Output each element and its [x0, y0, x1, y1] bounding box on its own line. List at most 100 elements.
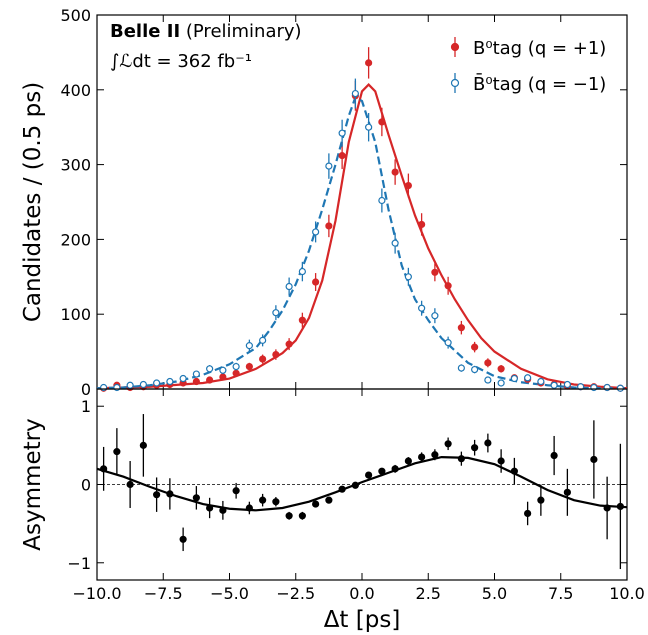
- data-point: [510, 374, 518, 383]
- data-point: [431, 268, 439, 276]
- data-point: [338, 485, 346, 493]
- fit-curve: [96, 82, 628, 390]
- data-point: [563, 488, 571, 496]
- data-point: [338, 152, 346, 160]
- data-point: [245, 504, 253, 512]
- data-point: [404, 181, 412, 190]
- data-point: [192, 494, 200, 502]
- data-point: [219, 373, 227, 381]
- data-point: [126, 381, 134, 389]
- x-tick-label: 10.0: [609, 584, 645, 603]
- data-point: [351, 481, 359, 489]
- data-point: [232, 487, 240, 495]
- data-point: [166, 490, 174, 498]
- data-point: [325, 496, 333, 504]
- data-point: [259, 355, 267, 363]
- data-point: [245, 362, 253, 371]
- data-point: [550, 381, 558, 389]
- luminosity: ∫ℒdt = 362 fb⁻¹: [110, 51, 252, 72]
- data-point: [444, 282, 452, 290]
- data-point: [272, 498, 280, 506]
- data-point: [404, 457, 412, 465]
- data-point: [418, 220, 426, 229]
- data-point: [312, 278, 320, 286]
- data-point: [259, 336, 267, 344]
- data-point: [471, 343, 479, 351]
- fit-curve: [96, 95, 627, 390]
- data-point: [563, 380, 571, 389]
- data-point: [312, 228, 320, 236]
- data-point: [616, 384, 624, 392]
- x-tick-label: 5.0: [482, 584, 507, 603]
- data-point: [312, 500, 320, 508]
- data-point: [192, 377, 200, 386]
- x-tick-label: −10.0: [72, 584, 121, 603]
- data-point: [113, 383, 121, 392]
- data-point: [179, 535, 187, 543]
- data-point: [298, 316, 306, 324]
- data-point: [391, 465, 399, 473]
- x-tick-label: 7.5: [548, 584, 573, 603]
- data-point: [325, 222, 333, 230]
- data-point: [484, 439, 492, 447]
- data-point: [603, 504, 611, 512]
- data-point: [537, 377, 545, 386]
- x-axis-title: Δt [ps]: [324, 607, 401, 633]
- data-point: [126, 480, 134, 489]
- data-point: [298, 267, 306, 276]
- y-axis-title: Asymmetry: [20, 418, 46, 550]
- data-point: [391, 168, 399, 176]
- data-point: [577, 383, 585, 391]
- x-tick-label: 2.5: [416, 584, 441, 603]
- data-point: [603, 383, 611, 392]
- data-point: [192, 370, 200, 378]
- data-point: [378, 196, 386, 205]
- data-point: [153, 379, 161, 387]
- data-point: [153, 491, 161, 499]
- data-point: [259, 496, 267, 504]
- data-point: [457, 324, 465, 332]
- data-point: [166, 377, 174, 386]
- data-point: [444, 440, 452, 448]
- data-point: [139, 380, 147, 389]
- data-point: [497, 379, 505, 387]
- y-tick-label: 500: [60, 6, 91, 25]
- data-point: [139, 441, 147, 449]
- legend-label: B̄⁰tag (q = −1): [473, 73, 606, 95]
- data-point: [245, 342, 253, 350]
- legend-marker: [450, 78, 460, 88]
- data-point: [179, 374, 187, 383]
- data-point: [100, 465, 108, 473]
- data-point: [272, 309, 280, 317]
- data-point: [100, 383, 108, 392]
- data-point: [338, 129, 346, 137]
- data-point: [524, 374, 532, 382]
- data-point: [497, 457, 505, 465]
- data-point: [616, 502, 624, 511]
- x-tick-label: −7.5: [144, 584, 183, 603]
- data-point: [378, 118, 386, 126]
- data-point: [431, 451, 439, 459]
- data-point: [550, 451, 558, 460]
- y-tick-label: 400: [60, 81, 91, 100]
- y-tick-label: 200: [60, 230, 91, 249]
- data-point: [206, 376, 214, 384]
- data-point: [537, 496, 545, 504]
- data-point: [484, 376, 492, 384]
- experiment: Belle II: [110, 21, 180, 42]
- data-point: [272, 350, 280, 359]
- data-point: [285, 340, 293, 348]
- data-point: [232, 369, 240, 377]
- data-point: [285, 512, 293, 520]
- data-point: [285, 282, 293, 291]
- status: (Preliminary): [186, 21, 302, 42]
- data-point: [484, 359, 492, 367]
- data-point: [325, 162, 333, 170]
- data-point: [590, 455, 598, 464]
- data-point: [418, 453, 426, 461]
- x-tick-label: 0.0: [349, 584, 374, 603]
- data-point: [206, 504, 214, 512]
- data-point: [457, 364, 465, 372]
- data-point: [298, 512, 306, 520]
